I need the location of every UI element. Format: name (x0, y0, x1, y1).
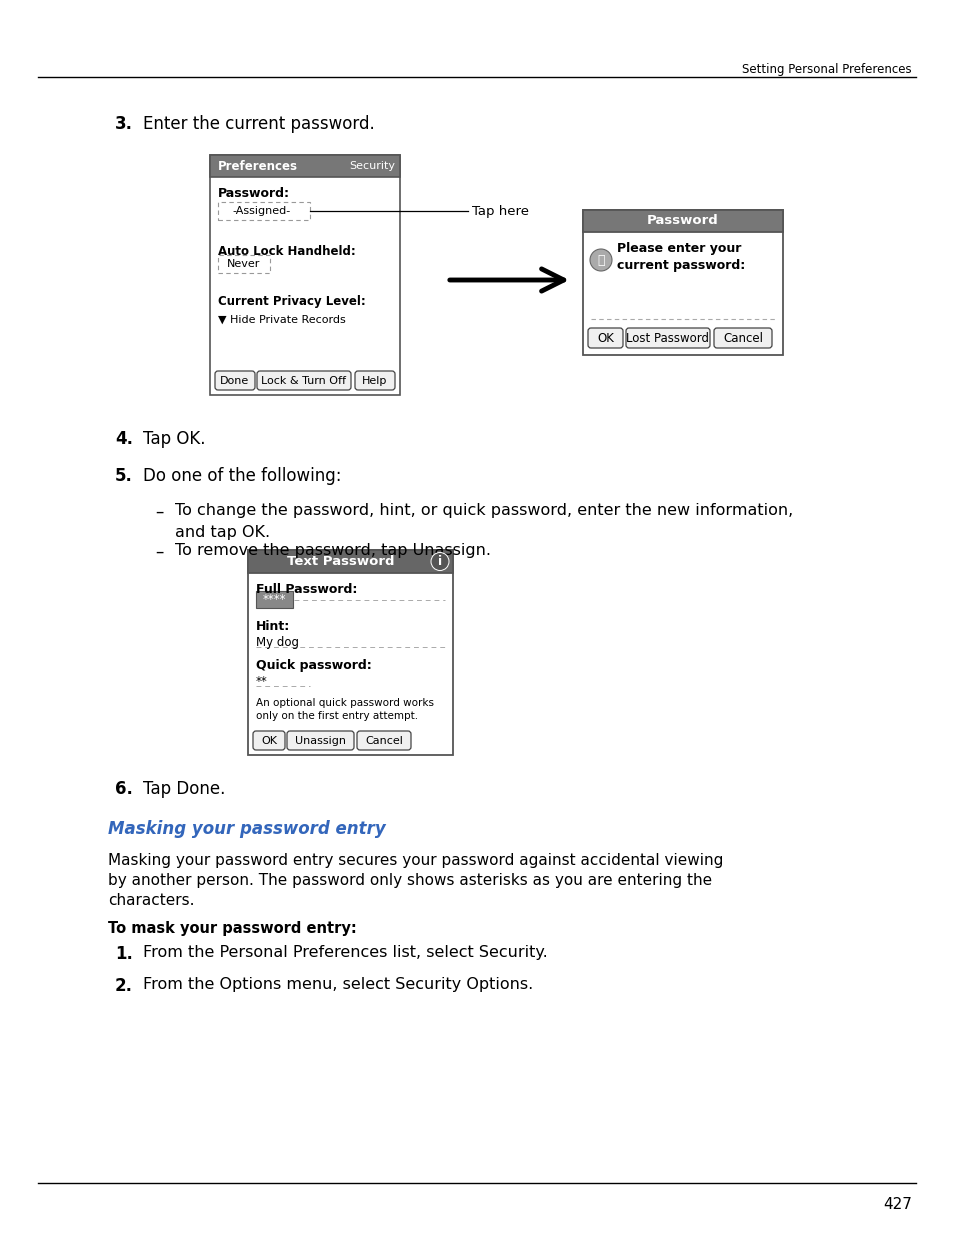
FancyBboxPatch shape (587, 329, 622, 348)
Text: Never: Never (227, 259, 260, 269)
Circle shape (589, 249, 612, 270)
Text: Cancel: Cancel (722, 331, 762, 345)
Text: Quick password:: Quick password: (255, 659, 372, 672)
Text: Do one of the following:: Do one of the following: (143, 467, 341, 485)
Text: Text Password: Text Password (287, 555, 394, 568)
FancyBboxPatch shape (214, 370, 254, 390)
Text: Security: Security (349, 161, 395, 170)
Bar (582, 210, 782, 354)
FancyBboxPatch shape (256, 370, 351, 390)
Text: Setting Personal Preferences: Setting Personal Preferences (741, 63, 911, 77)
Text: Tap here: Tap here (472, 205, 529, 217)
Text: 4.: 4. (115, 430, 132, 448)
Bar (248, 550, 453, 755)
FancyBboxPatch shape (713, 329, 771, 348)
Text: From the Personal Preferences list, select Security.: From the Personal Preferences list, sele… (143, 945, 547, 960)
Text: Tap Done.: Tap Done. (143, 781, 225, 798)
Text: –: – (154, 503, 163, 521)
Text: Lost Password: Lost Password (626, 331, 709, 345)
Text: i: i (437, 555, 441, 568)
Text: Help: Help (362, 375, 387, 385)
Text: ****: **** (262, 593, 286, 606)
Text: OK: OK (261, 736, 276, 746)
Text: Please enter your
current password:: Please enter your current password: (617, 242, 744, 272)
Text: 2.: 2. (115, 977, 132, 995)
FancyBboxPatch shape (253, 731, 285, 750)
Text: **: ** (255, 676, 268, 688)
Text: Hint:: Hint: (255, 620, 290, 634)
Text: ▼ Hide Private Records: ▼ Hide Private Records (218, 315, 345, 325)
Bar (582, 210, 782, 232)
Text: 427: 427 (882, 1197, 911, 1212)
Text: Enter the current password.: Enter the current password. (143, 115, 375, 133)
Text: Masking your password entry: Masking your password entry (108, 820, 385, 839)
Text: -Assigned-: -Assigned- (233, 206, 291, 216)
Bar (255, 592, 293, 608)
FancyBboxPatch shape (355, 370, 395, 390)
Text: Tap OK.: Tap OK. (143, 430, 205, 448)
Text: characters.: characters. (108, 893, 194, 908)
Text: To change the password, hint, or quick password, enter the new information,: To change the password, hint, or quick p… (174, 503, 792, 517)
Text: To mask your password entry:: To mask your password entry: (108, 921, 356, 936)
Text: To remove the password, tap Unassign.: To remove the password, tap Unassign. (174, 543, 491, 558)
Text: Preferences: Preferences (218, 159, 297, 173)
Text: Done: Done (220, 375, 250, 385)
FancyBboxPatch shape (287, 731, 354, 750)
FancyBboxPatch shape (625, 329, 709, 348)
Bar (248, 550, 453, 573)
Text: Password: Password (646, 215, 719, 227)
Text: Password:: Password: (218, 186, 290, 200)
Text: Auto Lock Handheld:: Auto Lock Handheld: (218, 245, 355, 258)
Text: Unassign: Unassign (294, 736, 346, 746)
Text: –: – (154, 543, 163, 561)
Bar (210, 156, 399, 177)
Text: 5.: 5. (115, 467, 132, 485)
Text: by another person. The password only shows asterisks as you are entering the: by another person. The password only sho… (108, 873, 711, 888)
Text: 6.: 6. (115, 781, 132, 798)
Text: Full Password:: Full Password: (255, 583, 357, 597)
Text: Lock & Turn Off: Lock & Turn Off (261, 375, 346, 385)
Text: Cancel: Cancel (365, 736, 402, 746)
Text: Masking your password entry secures your password against accidental viewing: Masking your password entry secures your… (108, 853, 722, 868)
Text: OK: OK (597, 331, 614, 345)
Bar (218, 254, 270, 273)
Text: 1.: 1. (115, 945, 132, 963)
Text: An optional quick password works
only on the first entry attempt.: An optional quick password works only on… (255, 698, 434, 721)
Text: 🔒: 🔒 (597, 253, 604, 267)
FancyBboxPatch shape (356, 731, 411, 750)
Text: My dog: My dog (255, 636, 298, 650)
Text: and tap OK.: and tap OK. (174, 525, 270, 540)
Circle shape (431, 552, 449, 571)
Text: 3.: 3. (115, 115, 132, 133)
Text: From the Options menu, select Security Options.: From the Options menu, select Security O… (143, 977, 533, 992)
Bar (210, 156, 399, 395)
Text: Current Privacy Level:: Current Privacy Level: (218, 295, 365, 308)
Bar (218, 203, 310, 220)
